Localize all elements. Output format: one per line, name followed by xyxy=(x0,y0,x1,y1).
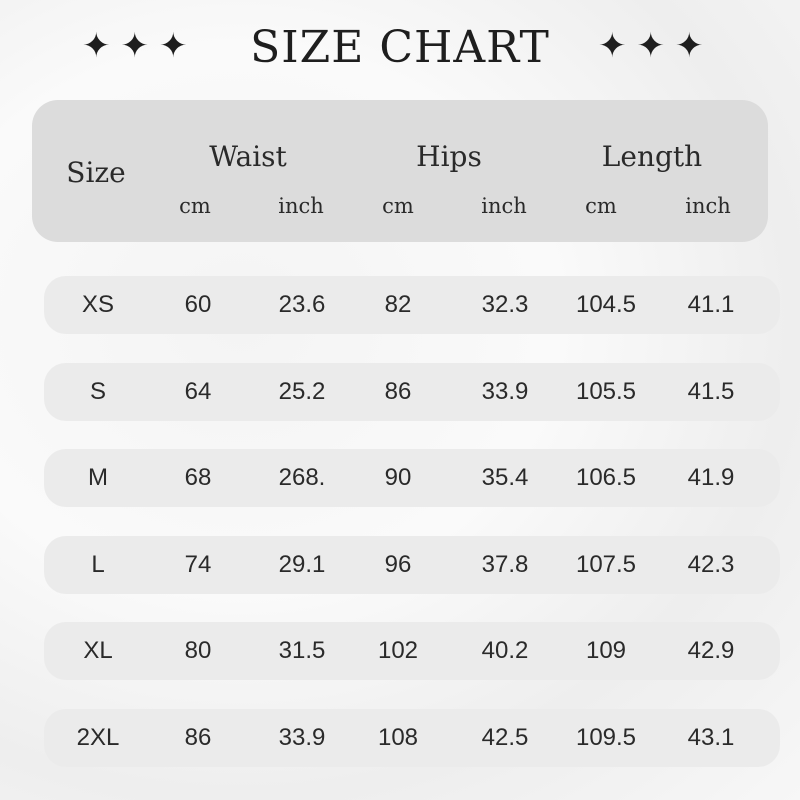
page-title: SIZE CHART xyxy=(250,22,550,73)
table-row: S 64 25.2 86 33.9 105.5 41.5 xyxy=(44,363,780,421)
measurement-cell: 106.5 xyxy=(575,464,637,491)
measurement-cell: 33.9 xyxy=(278,724,326,751)
measurement-cell: 109.5 xyxy=(575,724,637,751)
size-cell: XS xyxy=(81,291,115,318)
size-header: Size xyxy=(66,156,126,189)
measurement-cell: 41.5 xyxy=(687,378,735,405)
measurement-cell: 32.3 xyxy=(481,291,529,318)
measurement-cell: 31.5 xyxy=(278,637,326,664)
table-row: XS 60 23.6 82 32.3 104.5 41.1 xyxy=(44,276,780,334)
measurement-cell: 43.1 xyxy=(687,724,735,751)
table-row: M 68 268. 90 35.4 106.5 41.9 xyxy=(44,449,780,507)
table-row: L 74 29.1 96 37.8 107.5 42.3 xyxy=(44,536,780,594)
size-cell: M xyxy=(88,464,108,491)
measurement-cell: 107.5 xyxy=(575,551,637,578)
waist-header: Waist xyxy=(209,140,287,173)
unit-header: cm xyxy=(179,194,211,218)
measurement-cell: 86 xyxy=(184,724,212,751)
table-row: XL 80 31.5 102 40.2 109 42.9 xyxy=(44,622,780,680)
measurement-cell: 86 xyxy=(384,378,412,405)
measurement-cell: 96 xyxy=(384,551,412,578)
measurement-cell: 33.9 xyxy=(481,378,529,405)
measurement-cell: 35.4 xyxy=(481,464,529,491)
measurement-cell: 40.2 xyxy=(481,637,529,664)
size-cell: S xyxy=(89,378,107,405)
measurement-cell: 42.9 xyxy=(687,637,735,664)
measurement-cell: 90 xyxy=(384,464,412,491)
measurement-cell: 42.5 xyxy=(481,724,529,751)
measurement-cell: 25.2 xyxy=(278,378,326,405)
measurement-cell: 108 xyxy=(377,724,419,751)
measurement-cell: 29.1 xyxy=(278,551,326,578)
measurement-cell: 74 xyxy=(184,551,212,578)
measurement-cell: 42.3 xyxy=(687,551,735,578)
measurement-cell: 105.5 xyxy=(575,378,637,405)
table-row: 2XL 86 33.9 108 42.5 109.5 43.1 xyxy=(44,709,780,767)
size-cell: 2XL xyxy=(76,724,120,751)
measurement-cell: 104.5 xyxy=(575,291,637,318)
measurement-cell: 60 xyxy=(184,291,212,318)
measurement-cell: 109 xyxy=(585,637,627,664)
measurement-cell: 102 xyxy=(377,637,419,664)
unit-header: inch xyxy=(685,194,731,218)
unit-header: cm xyxy=(382,194,414,218)
measurement-cell: 64 xyxy=(184,378,212,405)
measurement-cell: 41.9 xyxy=(687,464,735,491)
size-cell: XL xyxy=(83,637,113,664)
sparkle-icon: ✦✦✦ xyxy=(82,27,198,65)
table-header: Size Waist Hips Length cm inch cm inch c… xyxy=(32,100,768,242)
length-header: Length xyxy=(601,140,703,173)
unit-header: inch xyxy=(278,194,324,218)
measurement-cell: 268. xyxy=(278,464,326,491)
measurement-cell: 23.6 xyxy=(278,291,326,318)
unit-header: inch xyxy=(481,194,527,218)
measurement-cell: 80 xyxy=(184,637,212,664)
hips-header: Hips xyxy=(416,140,482,173)
sparkle-icon: ✦✦✦ xyxy=(598,27,714,65)
unit-header: cm xyxy=(585,194,617,218)
measurement-cell: 82 xyxy=(384,291,412,318)
measurement-cell: 37.8 xyxy=(481,551,529,578)
measurement-cell: 41.1 xyxy=(687,291,735,318)
measurement-cell: 68 xyxy=(184,464,212,491)
size-cell: L xyxy=(91,551,105,578)
